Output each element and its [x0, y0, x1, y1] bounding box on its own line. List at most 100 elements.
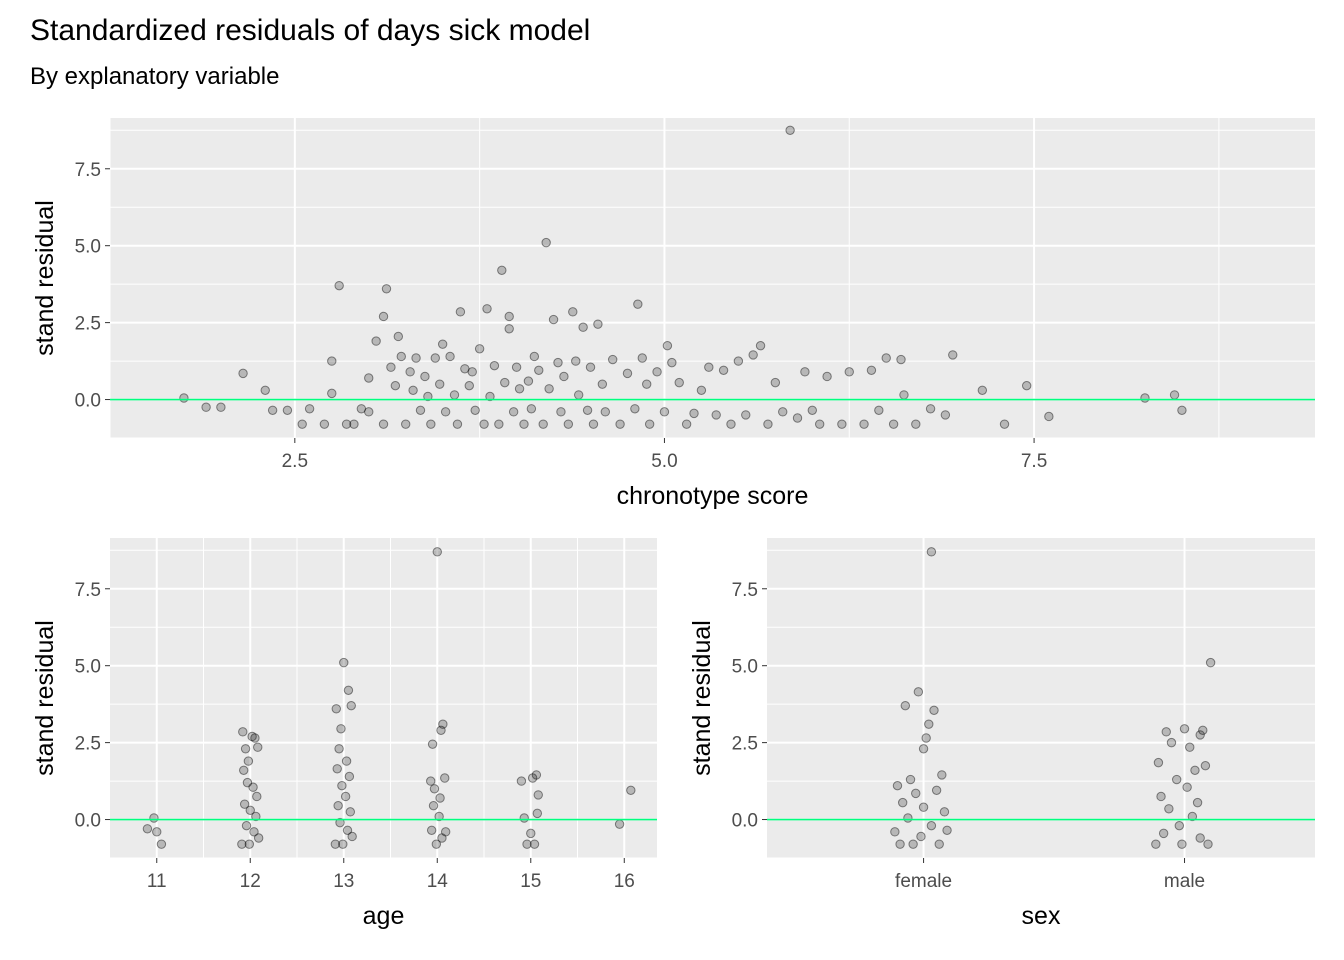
x-tick-label: 11: [147, 871, 167, 892]
residual-point: [926, 820, 937, 831]
residual-point: [1179, 724, 1190, 734]
residual-point: [778, 407, 788, 417]
residual-point: [364, 373, 374, 383]
residual-point: [748, 350, 758, 360]
residual-point: [411, 353, 421, 363]
residual-point: [420, 371, 430, 382]
residual-point: [337, 780, 347, 791]
residual-point: [571, 356, 581, 366]
residual-point: [548, 314, 559, 325]
residual-point: [464, 380, 474, 391]
residual-point: [531, 770, 542, 780]
residual-point: [474, 344, 485, 354]
residual-point: [529, 839, 540, 849]
residual-point: [1190, 765, 1200, 776]
residual-point: [514, 384, 525, 394]
y-tick-label: 7.5: [732, 580, 758, 601]
residual-point: [1156, 791, 1166, 802]
residual-point: [438, 719, 448, 729]
residual-point: [890, 827, 900, 837]
x-axis-title: sex: [1022, 902, 1061, 930]
residual-point: [201, 402, 211, 412]
residual-point: [345, 807, 356, 817]
residual-point: [733, 356, 744, 366]
residual-point: [600, 407, 611, 417]
residual-point: [415, 405, 426, 416]
residual-point: [1044, 411, 1054, 422]
residual-point: [260, 385, 270, 396]
residual-point: [534, 365, 544, 376]
residual-point: [925, 404, 936, 414]
residual-point: [508, 407, 519, 417]
residual-point: [905, 774, 916, 785]
residual-point: [1192, 797, 1203, 808]
residual-point: [588, 419, 599, 429]
residual-point: [553, 357, 563, 368]
residual-point: [297, 419, 307, 429]
residual-point: [516, 776, 527, 786]
sex-residual-panel: 0.0 2.5 5.0 7.5 female male sex stand residual: [688, 538, 1315, 930]
residual-point: [239, 799, 250, 809]
residual-point: [431, 839, 442, 849]
residual-point: [428, 800, 439, 811]
residual-point: [1203, 839, 1213, 849]
residual-point: [637, 353, 647, 363]
y-tick-label: 2.5: [75, 314, 101, 335]
residual-point: [386, 362, 396, 372]
residual-point: [897, 797, 908, 808]
residual-point: [532, 808, 543, 819]
residual-point: [1171, 774, 1182, 785]
residual-point: [614, 819, 625, 829]
residual-point: [1169, 390, 1180, 400]
residual-point: [527, 773, 538, 783]
residual-point: [704, 362, 714, 372]
residual-point: [445, 351, 455, 362]
residual-point: [593, 319, 603, 329]
residual-point: [924, 719, 934, 729]
x-tick-label: 13: [333, 871, 354, 892]
residual-point: [900, 700, 911, 711]
residual-point: [526, 404, 537, 414]
residual-point: [252, 791, 262, 802]
residual-point: [792, 413, 803, 423]
residual-point: [327, 388, 337, 399]
residual-point: [585, 362, 596, 372]
residual-point: [423, 391, 433, 402]
residual-point: [911, 419, 921, 429]
residual-point: [249, 827, 259, 837]
y-tick-label: 5.0: [75, 657, 101, 678]
residual-point: [908, 839, 918, 849]
residual-point: [918, 744, 929, 754]
residual-point: [497, 265, 507, 276]
residual-point: [903, 813, 913, 823]
residual-point: [837, 419, 847, 429]
residual-point: [504, 324, 514, 334]
residual-point: [341, 419, 352, 429]
residual-point: [408, 385, 418, 396]
residual-point: [1153, 757, 1164, 768]
residual-point: [523, 376, 534, 386]
residual-point: [942, 825, 952, 836]
residual-point: [330, 839, 341, 849]
residual-point: [630, 404, 640, 414]
residual-point: [718, 365, 729, 376]
chart-subtitle: By explanatory variable: [30, 63, 279, 90]
residual-point: [364, 407, 374, 417]
residual-point: [1185, 742, 1195, 752]
residual-point: [568, 307, 578, 317]
residual-point: [156, 839, 167, 849]
residual-point: [339, 657, 349, 668]
residual-point: [526, 828, 536, 839]
residual-point: [911, 788, 921, 799]
residual-point: [1177, 839, 1187, 849]
residual-point: [597, 379, 608, 389]
residual-point: [556, 407, 566, 417]
residual-point: [253, 833, 264, 843]
residual-point: [529, 351, 540, 362]
residual-point: [336, 724, 346, 734]
residual-point: [1021, 380, 1032, 391]
chronotype-residual-panel: 0.0 2.5 5.0 7.5 2.5 5.0 7.5 chronotype score sta…: [31, 118, 1315, 510]
x-tick-label: female: [895, 871, 952, 892]
residual-point: [844, 367, 854, 377]
residual-point: [662, 340, 673, 351]
